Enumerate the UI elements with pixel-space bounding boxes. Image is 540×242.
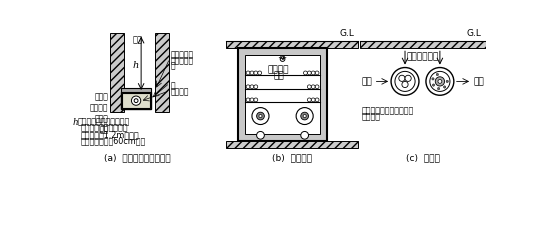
Bar [110,33,124,112]
Circle shape [246,98,250,102]
Circle shape [280,57,285,61]
Circle shape [252,108,269,125]
Circle shape [426,68,454,95]
Text: 地中電線: 地中電線 [171,88,189,97]
Bar [238,48,327,141]
Circle shape [303,71,307,75]
Text: h: h [72,118,78,127]
Circle shape [402,81,408,88]
Text: (a)  典型的な直接埋設式: (a) 典型的な直接埋設式 [104,154,171,163]
Circle shape [315,85,319,89]
Circle shape [256,112,265,120]
Bar [121,92,151,109]
Text: 車両等の重量物の圧力に: 車両等の重量物の圧力に [361,106,414,115]
Circle shape [131,96,141,105]
Bar [226,41,358,48]
Text: 管路: 管路 [361,77,372,86]
Text: 石、コンク: 石、コンク [171,51,194,60]
Circle shape [250,71,254,75]
Bar [245,55,320,134]
Text: ある場所は1.2m以上、: ある場所は1.2m以上、 [80,130,139,139]
Circle shape [134,99,138,103]
Bar [122,93,151,108]
Circle shape [432,78,434,80]
Text: その他の場所は60cm以上: その他の場所は60cm以上 [80,136,146,145]
Circle shape [433,84,435,86]
Bar [360,41,486,48]
Circle shape [395,71,415,91]
Text: リート等の: リート等の [171,56,194,65]
Circle shape [391,68,419,95]
Circle shape [254,98,258,102]
Text: 砂: 砂 [171,81,175,91]
Text: 特に規定なし: 特に規定なし [407,52,439,61]
Circle shape [246,85,250,89]
Circle shape [435,77,444,86]
Bar [121,88,151,92]
Circle shape [438,79,442,83]
Circle shape [256,131,265,139]
Circle shape [259,114,262,118]
Circle shape [250,98,254,102]
Circle shape [430,71,450,91]
Circle shape [250,85,254,89]
Circle shape [315,71,319,75]
Text: (c)  管路式: (c) 管路式 [406,154,440,163]
Circle shape [443,86,446,88]
Circle shape [254,85,258,89]
Circle shape [301,131,308,139]
Circle shape [307,98,311,102]
Text: 自動消火: 自動消火 [268,65,289,74]
Circle shape [301,112,308,120]
Circle shape [315,98,319,102]
Circle shape [446,80,448,83]
Circle shape [258,71,262,75]
Circle shape [311,71,315,75]
Text: 土冠: 土冠 [132,35,142,44]
Text: G.L: G.L [467,29,482,38]
Circle shape [303,114,306,118]
Text: 耐える管: 耐える管 [361,112,380,121]
Circle shape [311,98,315,102]
Text: 圧力を受けるおそれの: 圧力を受けるおそれの [80,124,128,133]
Text: 板: 板 [171,61,175,70]
Bar [155,33,169,112]
Text: h: h [132,61,139,70]
Circle shape [296,108,313,125]
Circle shape [246,71,250,75]
Text: (b)  暗きょ式: (b) 暗きょ式 [272,154,312,163]
Text: ：車両その他の重量物の: ：車両その他の重量物の [78,118,130,127]
Circle shape [307,85,311,89]
Circle shape [254,71,258,75]
Circle shape [405,75,411,81]
Circle shape [311,85,315,89]
Bar [226,141,358,148]
Circle shape [307,71,311,75]
Circle shape [399,75,405,81]
Circle shape [437,87,440,90]
Text: G.L: G.L [339,29,354,38]
Text: トラフ
（コンク
リート
製）: トラフ （コンク リート 製） [90,92,109,135]
Circle shape [436,73,438,76]
Text: 装置: 装置 [273,71,284,80]
Text: 管路: 管路 [474,77,484,86]
